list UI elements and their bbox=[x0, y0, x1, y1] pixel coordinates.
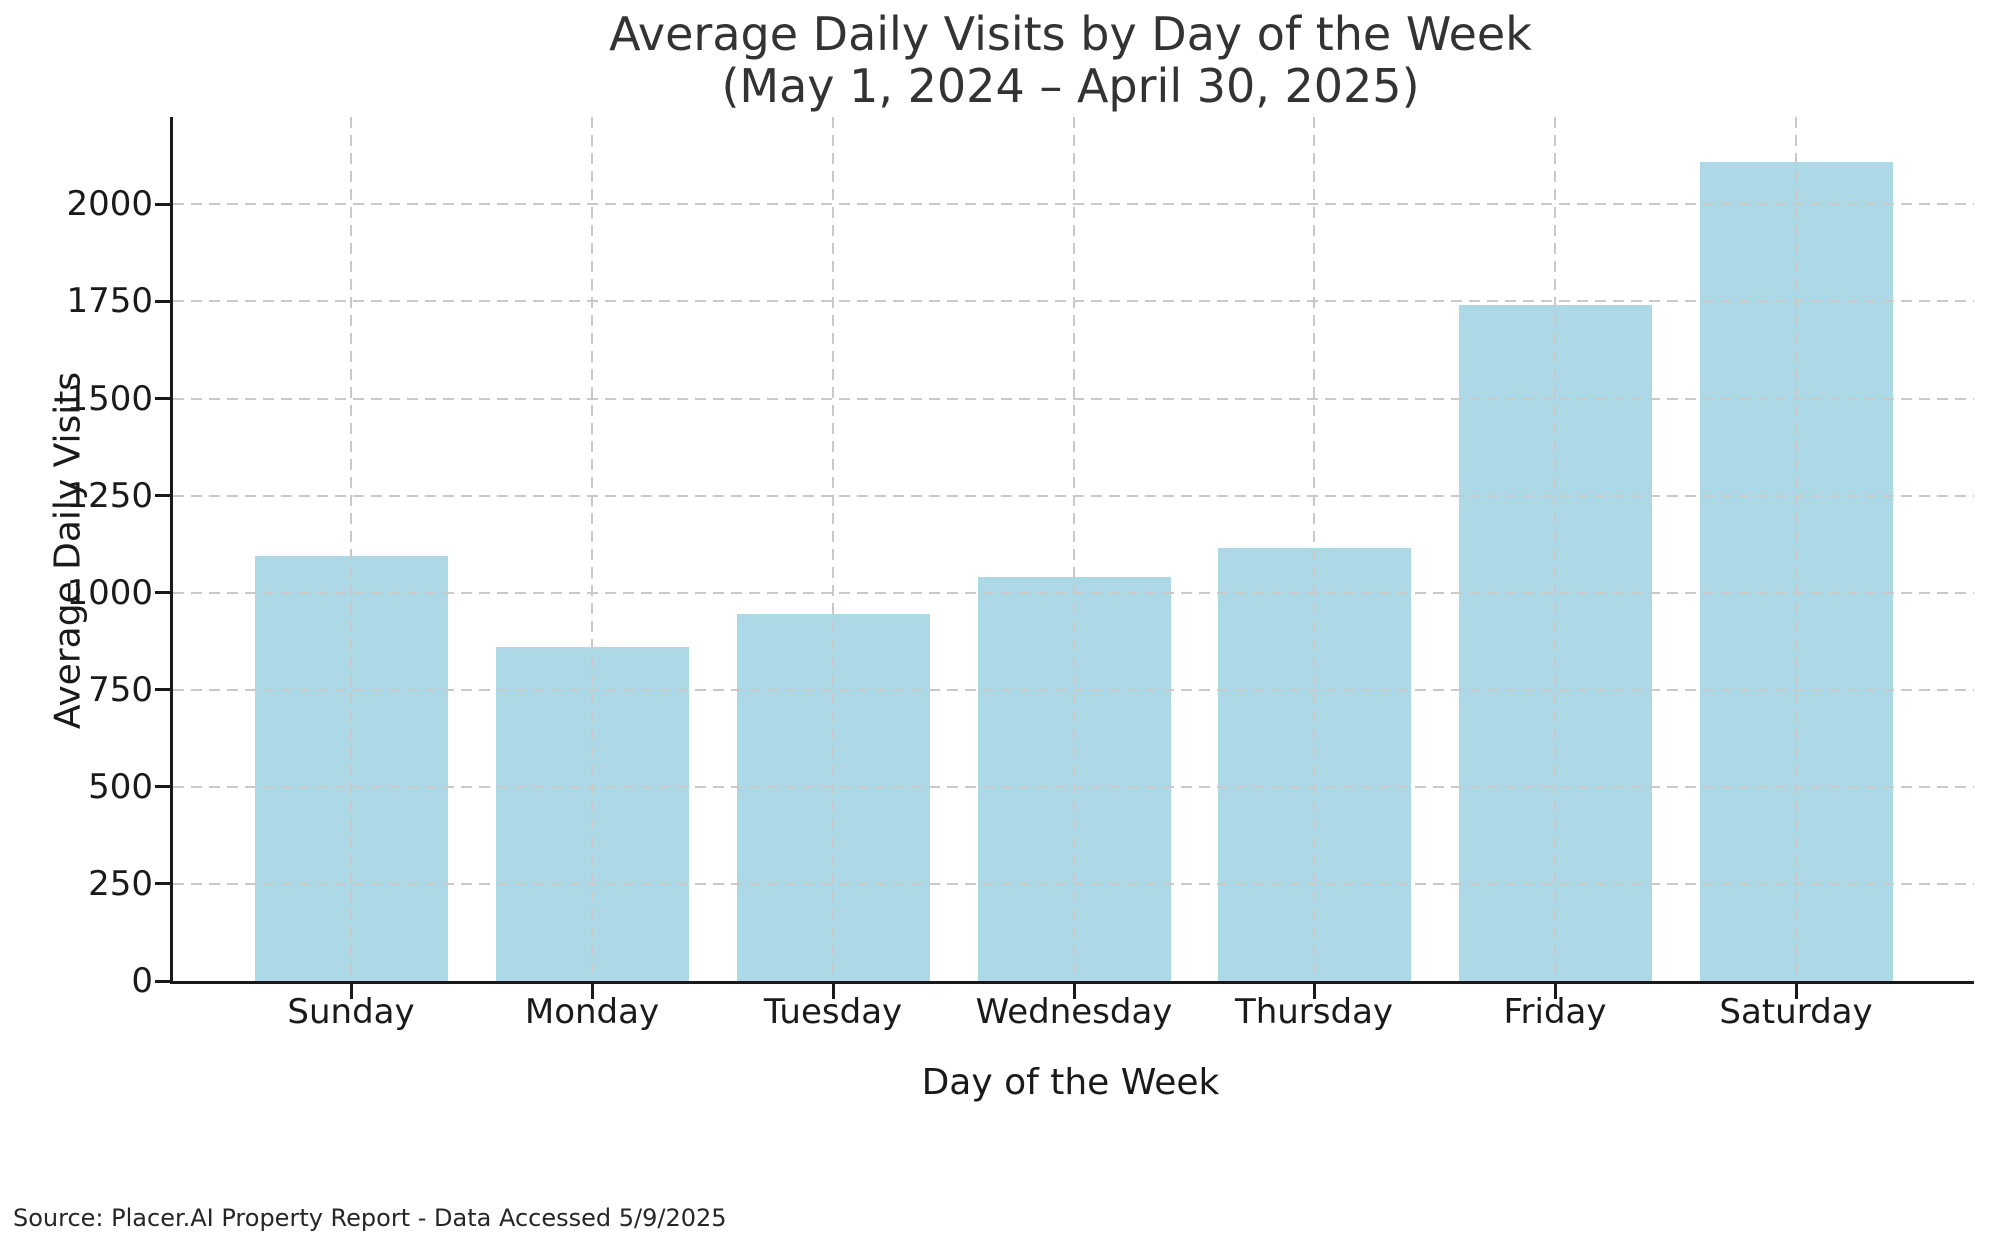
gridline-vertical-saturday bbox=[1795, 117, 1797, 981]
gridline-horizontal-1000 bbox=[173, 592, 1974, 594]
y-tick-mark-750 bbox=[155, 688, 170, 691]
gridline-vertical-thursday bbox=[1313, 117, 1315, 981]
x-tick-label-sunday: Sunday bbox=[287, 992, 415, 1032]
gridline-vertical-tuesday bbox=[832, 117, 834, 981]
y-tick-label-1000: 1000 bbox=[66, 573, 153, 613]
y-tick-label-2000: 2000 bbox=[66, 184, 153, 224]
gridline-horizontal-2000 bbox=[173, 203, 1974, 205]
x-tick-mark-wednesday bbox=[1073, 984, 1076, 999]
gridline-horizontal-250 bbox=[173, 883, 1974, 885]
x-tick-label-saturday: Saturday bbox=[1719, 992, 1873, 1032]
gridline-horizontal-750 bbox=[173, 689, 1974, 691]
y-tick-label-0: 0 bbox=[131, 961, 153, 1001]
gridline-horizontal-500 bbox=[173, 786, 1974, 788]
gridline-horizontal-1750 bbox=[173, 300, 1974, 302]
y-tick-mark-250 bbox=[155, 882, 170, 885]
y-tick-label-500: 500 bbox=[88, 767, 153, 807]
chart-title-line2: (May 1, 2024 – April 30, 2025) bbox=[721, 59, 1420, 113]
y-tick-mark-2000 bbox=[155, 203, 170, 206]
x-tick-label-tuesday: Tuesday bbox=[763, 992, 903, 1032]
x-tick-mark-saturday bbox=[1795, 984, 1798, 999]
y-tick-label-1750: 1750 bbox=[66, 281, 153, 321]
x-tick-label-monday: Monday bbox=[524, 992, 660, 1032]
gridline-vertical-friday bbox=[1554, 117, 1556, 981]
x-tick-label-friday: Friday bbox=[1503, 992, 1607, 1032]
y-tick-mark-0 bbox=[155, 980, 170, 983]
gridline-vertical-wednesday bbox=[1073, 117, 1075, 981]
x-tick-mark-thursday bbox=[1313, 984, 1316, 999]
chart-title: Average Daily Visits by Day of the Week … bbox=[170, 8, 1971, 112]
y-tick-label-750: 750 bbox=[88, 670, 153, 710]
x-axis-label: Day of the Week bbox=[921, 1062, 1220, 1103]
x-tick-label-thursday: Thursday bbox=[1234, 992, 1394, 1032]
chart-title-line1: Average Daily Visits by Day of the Week bbox=[609, 7, 1532, 61]
y-tick-label-1250: 1250 bbox=[66, 476, 153, 516]
y-tick-mark-1000 bbox=[155, 591, 170, 594]
x-tick-mark-sunday bbox=[350, 984, 353, 999]
y-tick-mark-1500 bbox=[155, 397, 170, 400]
gridline-horizontal-1500 bbox=[173, 398, 1974, 400]
source-note: Source: Placer.AI Property Report - Data… bbox=[13, 1204, 727, 1232]
x-tick-mark-tuesday bbox=[832, 984, 835, 999]
y-tick-mark-1250 bbox=[155, 494, 170, 497]
gridline-horizontal-1250 bbox=[173, 495, 1974, 497]
gridline-vertical-monday bbox=[591, 117, 593, 981]
x-tick-mark-friday bbox=[1554, 984, 1557, 999]
x-tick-mark-monday bbox=[591, 984, 594, 999]
y-tick-label-250: 250 bbox=[88, 864, 153, 904]
gridline-vertical-sunday bbox=[350, 117, 352, 981]
x-tick-label-wednesday: Wednesday bbox=[975, 992, 1173, 1032]
y-tick-mark-500 bbox=[155, 785, 170, 788]
y-tick-label-1500: 1500 bbox=[66, 379, 153, 419]
y-tick-mark-1750 bbox=[155, 300, 170, 303]
plot-area bbox=[170, 117, 1974, 984]
y-axis-label: Average Daily Visits bbox=[47, 371, 89, 730]
